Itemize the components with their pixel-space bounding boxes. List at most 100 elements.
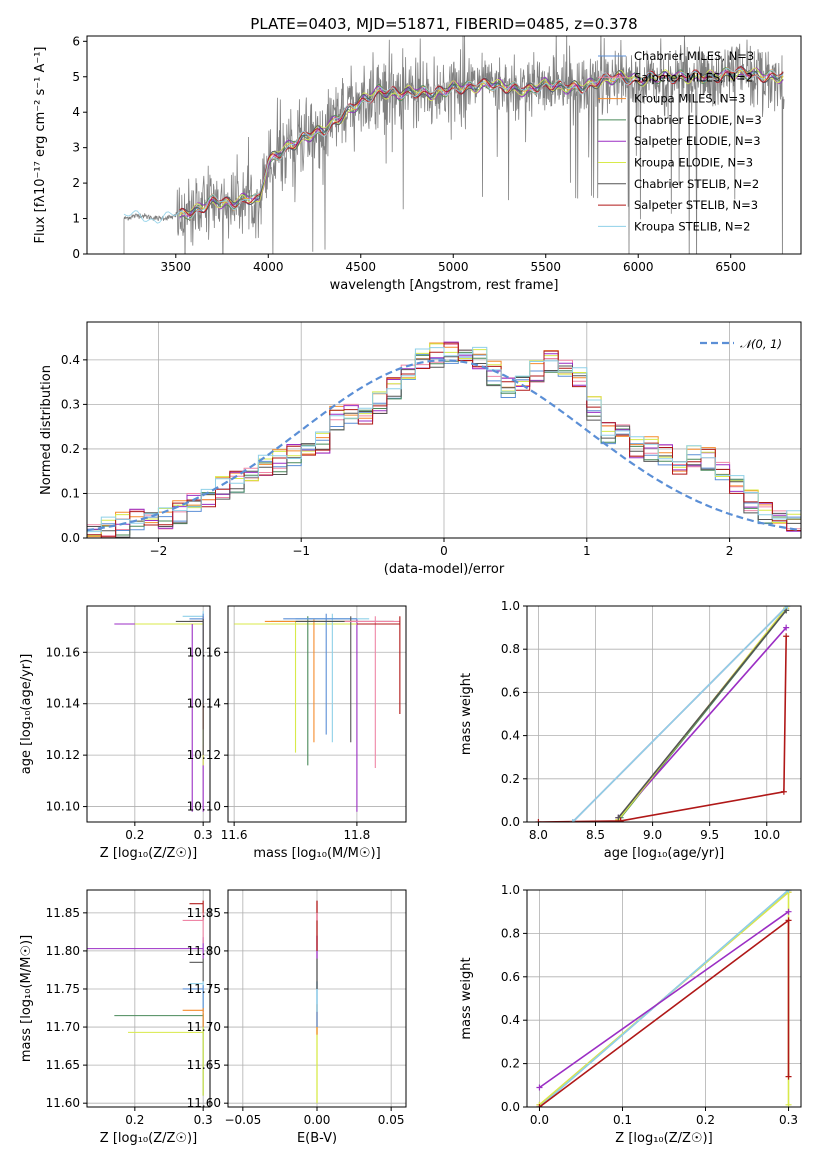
spectrum-plot-area xyxy=(123,36,785,254)
mass-vs-Z-plot-area xyxy=(87,890,210,1107)
spectrum-model-line xyxy=(179,67,784,217)
spectrum-xtick-label: 6000 xyxy=(623,260,654,274)
mass-weight-marker xyxy=(785,890,792,893)
spectrum-ytick-label: 3 xyxy=(72,141,80,155)
massweight-vs-age-ytick-label: 1.0 xyxy=(501,599,520,613)
age-vs-mass-ytick-label: 10.16 xyxy=(187,645,221,659)
spectrum-ytick-label: 2 xyxy=(72,176,80,190)
mass-weight-line xyxy=(617,627,787,819)
age-vs-Z-xtick-label: 0.3 xyxy=(194,828,213,842)
spectrum-model-line xyxy=(179,66,784,216)
spectrum-data-line xyxy=(123,36,785,254)
mass-weight-marker xyxy=(783,607,790,614)
mass-vs-Z-grid xyxy=(87,890,210,1107)
spectrum-panel: 3500 4000 4500 5000 5500 6000 6500 0 1 2 3 4 5 6 wavel… xyxy=(33,15,802,293)
age-vs-Z-grid xyxy=(87,606,210,822)
legend-label: 𝒩(0, 1) xyxy=(740,337,782,351)
spectrum-ytick-label: 0 xyxy=(72,247,80,261)
mass-vs-Z-ytick-label: 11.60 xyxy=(46,1096,80,1110)
mass-vs-Z-ytick-label: 11.85 xyxy=(46,906,80,920)
residuals-legend: 𝒩(0, 1) xyxy=(700,337,782,351)
age-vs-mass-frame xyxy=(227,605,407,823)
mass-vs-ebv-xtick-label: 0.00 xyxy=(304,1113,331,1127)
massweight-vs-Z-ytick-label: 0.4 xyxy=(501,1013,520,1027)
massweight-vs-Z-ytick-label: 1.0 xyxy=(501,883,520,897)
mass-vs-ebv-panel: −0.05 0.00 0.05 11.60 11.65 11.70 11.75 11.80 11… xyxy=(187,889,407,1146)
age-vs-mass-ytick-label: 10.14 xyxy=(187,697,221,711)
legend-label: Kroupa MILES, N=3 xyxy=(634,92,746,106)
age-vs-Z-plot-area xyxy=(87,606,210,822)
mass-vs-ebv-ytick-label: 11.75 xyxy=(187,982,221,996)
age-vs-Z-xlabel: Z [log₁₀(Z/Z☉)] xyxy=(100,846,197,861)
age-vs-Z-ytick-label: 10.10 xyxy=(46,800,80,814)
mass-vs-Z-ytick-label: 11.75 xyxy=(46,982,80,996)
spectrum-xtick-label: 4500 xyxy=(345,260,376,274)
massweight-vs-age-ytick-label: 0.8 xyxy=(501,642,520,656)
mass-weight-marker xyxy=(536,1104,543,1107)
massweight-vs-age-ytick-label: 0.6 xyxy=(501,685,520,699)
legend-label: Kroupa ELODIE, N=3 xyxy=(634,156,753,170)
mass-vs-Z-ylabel: mass [log₁₀(M/M☉)] xyxy=(19,935,34,1062)
massweight-vs-age-plot-area xyxy=(527,606,801,822)
mass-weight-marker xyxy=(569,819,576,822)
mass-weight-marker xyxy=(780,788,787,795)
mass-vs-ebv-ytick-label: 11.80 xyxy=(187,944,221,958)
spectrum-xtick-label: 5000 xyxy=(438,260,469,274)
age-vs-Z-axes: 0.2 0.3 10.10 10.12 10.14 10.16 Z [log₁₀(Z/Z☉)… xyxy=(19,645,213,861)
mass-vs-ebv-ytick-label: 11.70 xyxy=(187,1020,221,1034)
mass-weight-marker xyxy=(785,917,792,924)
massweight-vs-Z-xlabel: Z [log₁₀(Z/Z☉)] xyxy=(615,1131,712,1146)
spectrum-xlabel: wavelength [Angstrom, rest frame] xyxy=(330,278,559,293)
mass-weight-marker xyxy=(785,908,792,915)
spectrum-model-line xyxy=(179,67,784,219)
mass-weight-marker xyxy=(783,624,790,631)
gaussian-curve xyxy=(87,359,799,532)
age-vs-Z-panel: 0.2 0.3 10.10 10.12 10.14 10.16 Z [log₁₀(Z/Z☉)… xyxy=(19,605,213,861)
massweight-vs-age-ytick-label: 0.4 xyxy=(501,729,520,743)
massweight-vs-age-xtick-label: 10.0 xyxy=(753,828,780,842)
age-vs-Z-ylabel: age [log₁₀(age/yr)] xyxy=(19,654,34,775)
legend-label: Chabrier STELIB, N=2 xyxy=(634,177,759,191)
residuals-frame xyxy=(86,321,802,539)
spectrum-xtick-label: 4000 xyxy=(253,260,284,274)
mass-weight-marker xyxy=(617,817,624,822)
massweight-vs-Z-frame xyxy=(526,889,802,1108)
mass-weight-line xyxy=(538,890,790,1107)
residuals-xtick-label: 1 xyxy=(583,544,591,558)
age-vs-mass-axes: 11.6 11.8 10.10 10.12 10.14 10.16 mass [log₁₀(… xyxy=(187,645,381,861)
massweight-vs-Z-panel: 0.0 0.1 0.2 0.3 0.0 0.2 0.4 0.6 0.8 1.0 Z [log₁₀(Z… xyxy=(459,883,802,1146)
mass-vs-ebv-ytick-label: 11.65 xyxy=(187,1058,221,1072)
residuals-xtick-label: 2 xyxy=(726,544,734,558)
legend-label: Chabrier ELODIE, N=3 xyxy=(634,113,762,127)
mass-weight-marker xyxy=(535,819,542,822)
mass-vs-Z-ytick-label: 11.65 xyxy=(46,1058,80,1072)
mass-vs-ebv-axes: −0.05 0.00 0.05 11.60 11.65 11.70 11.75 11.80 11… xyxy=(187,906,405,1146)
residuals-ytick-label: 0.3 xyxy=(61,397,80,411)
massweight-vs-age-grid xyxy=(527,606,801,822)
age-vs-Z-xtick-label: 0.2 xyxy=(125,828,144,842)
massweight-vs-age-xtick-label: 8.0 xyxy=(529,828,548,842)
massweight-vs-Z-ytick-label: 0.0 xyxy=(501,1100,520,1114)
massweight-vs-age-xtick-label: 9.0 xyxy=(643,828,662,842)
mass-vs-ebv-plot-area xyxy=(228,890,406,1107)
massweight-vs-Z-xtick-label: 0.2 xyxy=(696,1113,715,1127)
mass-weight-marker xyxy=(536,1084,543,1091)
mass-weight-line xyxy=(539,911,789,1089)
age-vs-mass-panel: 11.6 11.8 10.10 10.12 10.14 10.16 mass [log₁₀(… xyxy=(187,605,407,861)
spectrum-title: PLATE=0403, MJD=51871, FIBERID=0485, z=0… xyxy=(250,15,637,33)
massweight-vs-age-xtick-label: 8.5 xyxy=(586,828,605,842)
age-vs-Z-frame xyxy=(86,605,211,823)
residuals-xtick-label: −1 xyxy=(292,544,310,558)
spectrum-frame xyxy=(86,35,802,255)
legend-label: Salpeter ELODIE, N=3 xyxy=(634,134,761,148)
mass-vs-ebv-xlabel: E(B-V) xyxy=(297,1131,337,1146)
mass-vs-Z-frame xyxy=(86,889,211,1108)
residual-histogram xyxy=(87,346,801,538)
legend-label: Salpeter STELIB, N=3 xyxy=(634,198,758,212)
residuals-axes: −2 −1 0 1 2 0.0 0.1 0.2 0.3 0.4 (data-model)/error… xyxy=(39,353,733,577)
residuals-xtick-label: −2 xyxy=(150,544,168,558)
age-vs-mass-ytick-label: 10.12 xyxy=(187,748,221,762)
massweight-vs-age-xtick-label: 9.5 xyxy=(700,828,719,842)
age-vs-mass-xlabel: mass [log₁₀(M/M☉)] xyxy=(253,846,380,861)
